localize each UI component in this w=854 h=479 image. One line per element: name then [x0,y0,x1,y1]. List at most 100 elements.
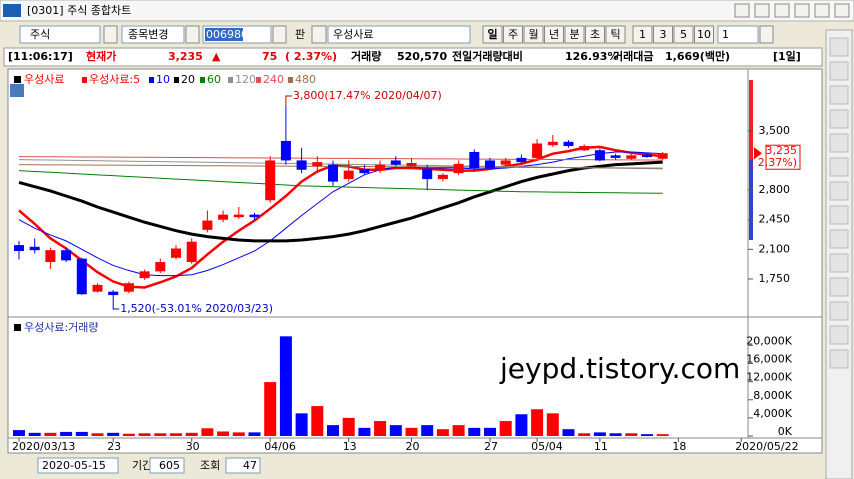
window-button[interactable] [754,3,770,18]
period-button[interactable] [523,25,544,44]
market-select[interactable] [19,25,101,44]
candle-body [657,153,668,159]
side-icon[interactable] [829,133,849,153]
x-tick-label: 05/04 [531,440,563,453]
volume-bar [295,413,308,436]
legend-swatch [174,77,179,83]
candle-body [265,160,276,201]
volume-bar [531,409,544,436]
dropdown[interactable] [103,25,118,44]
info-bar [3,47,823,67]
info-group: [11:06:17] 현재가 3,235 ▲ 75 ( 2.37%) 거래량 5… [8,49,801,63]
volume-bar [122,433,135,436]
side-icon[interactable] [829,349,849,369]
volume-bar [562,429,575,436]
last-price-box [765,144,801,170]
volume-bar [28,432,41,436]
candle-body [594,150,605,161]
period-input[interactable] [149,457,185,474]
volume-bar [232,432,245,436]
window-button[interactable] [814,3,830,18]
y-tick-label: 0K [778,425,793,438]
period-label: 초 [590,28,600,41]
unit-button[interactable] [694,25,714,44]
unit-button[interactable] [673,25,694,44]
period-button[interactable] [605,25,626,44]
unit-button[interactable] [632,25,653,44]
date-input[interactable] [37,457,119,474]
volume-bar [421,425,434,436]
unit-label: 10 [697,28,711,41]
side-icon[interactable] [829,205,849,225]
moving-average [18,156,663,161]
stock-name: 우성사료 [333,28,373,41]
legend-swatch [288,77,293,83]
volume-bar [452,425,465,436]
candle-body [29,246,40,251]
side-icon[interactable] [829,325,849,345]
close-button[interactable] [834,3,850,18]
dropdown[interactable] [272,25,287,44]
side-icon[interactable] [829,85,849,105]
volume-bar [75,431,88,436]
search-button[interactable] [311,25,327,44]
side-icon[interactable] [829,61,849,81]
candle-body [500,160,511,165]
volume-bar [44,432,57,436]
annotation-arrow [285,95,292,106]
side-icon[interactable] [829,181,849,201]
volume-bar [609,433,622,436]
side-icon[interactable] [829,229,849,249]
period-label: 주 [508,28,518,41]
market: 주식 [30,28,50,41]
legend-label: 우성사료:5 [89,73,140,86]
unit-label: 3 [660,28,667,41]
period-button[interactable] [544,25,564,44]
side-icon[interactable] [829,157,849,177]
high-annotation: 3,800(17.47% 2020/04/07) [293,89,442,102]
period-button[interactable] [482,25,503,44]
side-icon[interactable] [829,277,849,297]
candle-body [139,271,150,279]
dropdown[interactable] [185,25,200,44]
legend-swatch [14,76,21,83]
candle-body [76,258,87,295]
y-tick-label: 2,450 [759,213,791,226]
volume-title: 우성사료:거래량 [24,321,99,334]
side-icon[interactable] [829,37,849,57]
last-price-marker [754,147,762,160]
dropdown[interactable] [759,25,774,44]
change: 75 [262,50,277,63]
y-tick-label: 12,000K [746,371,792,384]
side-icon[interactable] [829,253,849,273]
window-button[interactable] [734,3,750,18]
period-button[interactable] [503,25,523,44]
y-tick-label: 1,750 [759,272,791,285]
window-button[interactable] [774,3,790,18]
count-input[interactable] [717,25,759,44]
side-icon[interactable] [829,109,849,129]
query-input[interactable] [225,457,261,474]
candle-body [123,283,134,292]
volume-bar [436,429,449,436]
price: 3,235 [168,50,203,63]
candle-body [296,160,307,170]
side-icon[interactable] [829,301,849,321]
period-button[interactable] [564,25,585,44]
legend-swatch [149,77,154,83]
candle-body [92,284,103,292]
footer [4,457,822,475]
pan-label: 판 [295,28,305,41]
period-button[interactable] [585,25,605,44]
period-label: 분 [569,28,579,41]
change-select[interactable] [121,25,185,44]
window-button[interactable] [794,3,810,18]
candle-body [642,154,652,158]
legend-label: 우성사료 [24,73,64,86]
volume-bar [656,434,669,436]
x-tick-label: 04/06 [264,440,296,453]
legend-label: 10 [156,73,170,86]
unit-button[interactable] [653,25,673,44]
volume-bar [499,421,512,436]
